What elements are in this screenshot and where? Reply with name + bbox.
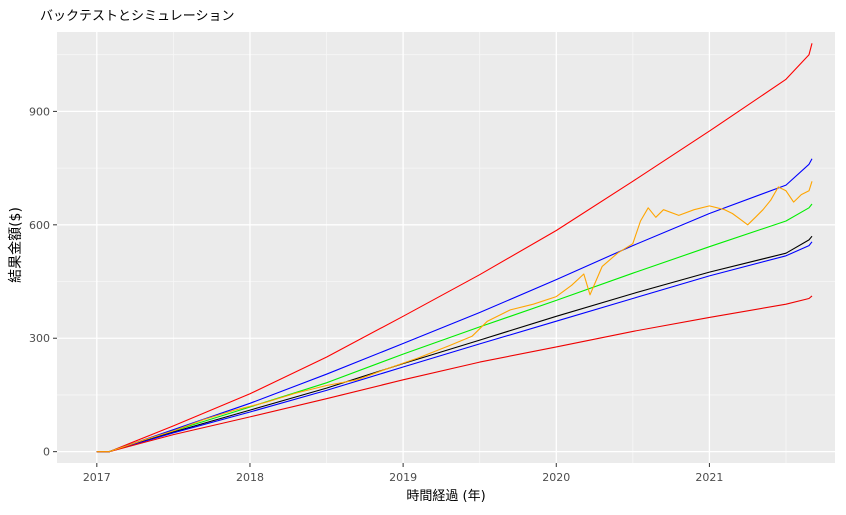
x-axis: 2017 2018 2019 2020 2021 <box>83 463 723 484</box>
chart-title: バックテストとシミュレーション <box>40 9 234 24</box>
y-axis-label: 結果金額($) <box>8 207 24 283</box>
y-tick-label: 600 <box>29 219 50 232</box>
series-line-lower-bound <box>96 295 813 453</box>
x-axis-label: 時間経過 (年) <box>406 489 485 504</box>
series-line-median <box>96 235 813 453</box>
x-tick-label: 2018 <box>236 471 264 484</box>
series-line-backtest <box>96 181 813 453</box>
x-tick-label: 2020 <box>542 471 570 484</box>
series-layer <box>96 43 813 453</box>
x-tick-label: 2019 <box>389 471 417 484</box>
series-line-upper <box>96 158 813 453</box>
minor-gridlines <box>57 32 835 463</box>
y-tick-label: 0 <box>43 446 50 459</box>
plot-panel <box>57 32 835 463</box>
major-gridlines <box>57 32 835 463</box>
x-tick-label: 2017 <box>83 471 111 484</box>
y-tick-label: 300 <box>29 332 50 345</box>
x-tick-label: 2021 <box>695 471 723 484</box>
series-line-lower <box>96 241 813 453</box>
y-axis: 0 300 600 900 <box>29 105 57 459</box>
series-line-upper-bound <box>96 43 813 453</box>
y-tick-label: 900 <box>29 105 50 118</box>
